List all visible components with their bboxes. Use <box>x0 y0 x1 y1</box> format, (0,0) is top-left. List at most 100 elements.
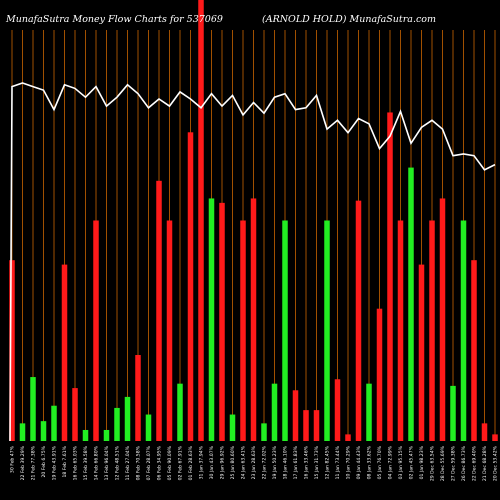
x-tick-label: 13 Feb 96.04% <box>104 445 110 480</box>
x-tick-label: 29 Jan 96.92% <box>220 445 226 479</box>
chart-title: MunafaSutra Money Flow Charts for 537069 <box>6 14 223 25</box>
x-tick-label: 01 Jan 98.23% <box>419 445 425 479</box>
flow-bar <box>450 385 456 441</box>
x-tick-label: 21 Feb 77.38% <box>31 445 37 480</box>
x-tick-label: 29 Dec 63.54% <box>430 445 436 481</box>
x-tick-label: 12 Feb 48.51% <box>115 445 121 480</box>
x-tick-label: 04 Jan 72.99% <box>388 445 394 479</box>
x-tick-label: 16 Jan 33.46% <box>304 445 310 479</box>
flow-bar <box>219 202 225 441</box>
x-tick-label: 31 Jan 37.94% <box>199 445 205 479</box>
x-tick-label: 15 Feb 39.58% <box>83 445 89 480</box>
flow-bar <box>72 388 78 441</box>
x-tick-label: 18 Feb 7.61% <box>62 445 68 477</box>
flow-bar <box>492 434 498 441</box>
x-tick-label: 08 Feb 70.58% <box>136 445 142 480</box>
x-tick-label: 02 Jan 45.47% <box>409 445 415 479</box>
x-tick-label: 18 Jan 46.10% <box>283 445 289 479</box>
flow-bar <box>177 383 183 441</box>
flow-bar <box>345 434 351 441</box>
flow-bar <box>145 414 152 441</box>
x-tick-label: 05 Feb 90.09% <box>167 445 173 480</box>
x-tick-label: 20 Dec 53.42% <box>493 445 499 481</box>
x-tick-label: 03 Jan 95.15% <box>398 445 404 479</box>
x-tick-label: 25 Jan 80.60% <box>230 445 236 479</box>
flow-bar <box>61 264 68 441</box>
x-tick-label: 08 Jan 33.62% <box>367 445 373 479</box>
chart-subtitle: (ARNOLD HOLD) MunafaSutra.com <box>262 14 437 25</box>
flow-bar <box>51 405 57 441</box>
x-tick-label: 27 Dec 59.38% <box>451 445 457 481</box>
flow-bar <box>261 423 267 441</box>
flow-bar <box>429 220 435 441</box>
x-tick-label: 05 Jan 76.70% <box>377 445 383 479</box>
flow-bar <box>397 220 404 441</box>
flow-bar <box>30 377 36 441</box>
x-tick-label: 21 Dec 68.28% <box>482 445 488 481</box>
x-tick-label: 20 Feb 6.75% <box>41 445 47 477</box>
x-tick-label: 10 Jan 70.29% <box>346 445 352 479</box>
flow-bar <box>355 200 362 441</box>
x-tick-label: 22 Feb 39.29% <box>20 445 26 480</box>
flow-bar <box>9 260 15 441</box>
x-tick-label: 15 Jan 31.73% <box>314 445 320 479</box>
flow-bar <box>271 383 278 441</box>
x-tick-label: 26 Dec 86.73% <box>461 445 467 481</box>
x-tick-label: 23 Jan 28.63% <box>251 445 257 479</box>
flow-bar <box>460 220 467 441</box>
flow-bar <box>376 308 383 441</box>
price-line <box>9 82 496 442</box>
x-tick-label: 17 Jan 61.83% <box>293 445 299 479</box>
x-tick-label: 11 Feb 27.04% <box>125 445 131 480</box>
x-tick-label: 19 Feb 43.91% <box>52 445 58 480</box>
x-tick-label: 22 Dec 69.40% <box>472 445 478 481</box>
flow-bar <box>439 198 446 441</box>
x-tick-label: 30 Jan 43.07% <box>209 445 215 479</box>
flow-bar <box>19 423 26 441</box>
flow-bar <box>481 423 488 441</box>
flow-bar <box>114 407 120 441</box>
flow-bar <box>292 390 299 441</box>
x-tick-label: 06 Feb 34.95% <box>157 445 163 480</box>
flow-bar <box>324 220 330 441</box>
x-tick-label: 07 Feb 28.07% <box>146 445 152 480</box>
flow-bar <box>418 264 425 441</box>
x-tick-label: 19 Jan 50.23% <box>272 445 278 479</box>
x-tick-label: 12 Jan 82.45% <box>325 445 331 479</box>
flow-bar <box>229 414 236 441</box>
x-tick-label: 30 Feb 47% <box>10 445 16 473</box>
x-tick-label: 24 Jan 63.41% <box>241 445 247 479</box>
flow-bar <box>471 260 477 441</box>
flow-bar <box>282 220 288 441</box>
flow-bar <box>135 355 141 441</box>
flow-bar <box>40 421 47 441</box>
flow-bar <box>387 112 393 441</box>
flow-bar <box>366 383 372 441</box>
x-tick-label: 22 Jan 72.02% <box>262 445 268 479</box>
x-tick-label: 16 Feb 65.03% <box>73 445 79 480</box>
flow-bar <box>240 220 246 441</box>
x-tick-label: 14 Feb 66.80% <box>94 445 100 480</box>
flow-bar <box>103 429 110 441</box>
flow-bar <box>166 220 173 441</box>
x-axis-tick-labels: 30 Feb 47% 22 Feb 39.29% 21 Feb 77.38% 20 F… <box>10 445 499 481</box>
flow-bar <box>334 379 341 441</box>
flow-bar <box>198 0 204 441</box>
x-tick-label: 28 Dec 55.69% <box>440 445 446 481</box>
flow-bar <box>303 410 309 441</box>
price-line-group <box>9 82 496 442</box>
flow-bar <box>250 198 257 441</box>
flow-bar <box>82 429 89 441</box>
flow-bar <box>93 220 99 441</box>
x-tick-label: 11 Jan 73.44% <box>335 445 341 479</box>
flow-bar <box>313 410 320 441</box>
flow-bar <box>208 198 215 441</box>
x-tick-label: 01 Feb 28.63% <box>188 445 194 480</box>
flow-bar <box>156 180 162 441</box>
flow-bar <box>408 167 414 441</box>
flow-bar <box>187 132 194 442</box>
flow-bar <box>124 396 131 441</box>
bar-series <box>9 0 498 442</box>
x-tick-label: 09 Jan 44.43% <box>356 445 362 479</box>
